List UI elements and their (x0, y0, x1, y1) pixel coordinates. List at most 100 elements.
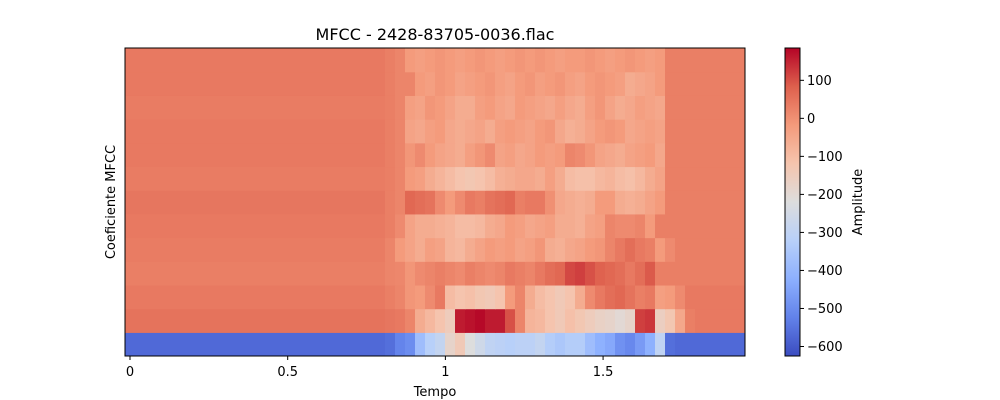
heatmap-cell-c9-f13 (255, 119, 266, 144)
heatmap-cell-c7-f48 (605, 166, 616, 191)
heatmap-cell-c2-f41 (535, 284, 546, 310)
heatmap-cell-c2-f47 (595, 284, 606, 310)
heatmap-cell-c11-f49 (615, 71, 626, 96)
heatmap-cell-c4-f39 (515, 237, 526, 262)
heatmap-cell-c11-f32 (445, 71, 456, 96)
heatmap-cell-c6-f8 (205, 190, 216, 215)
heatmap-cell-c0-f60 (725, 332, 736, 356)
heatmap-cell-c2-f30 (425, 284, 436, 310)
heatmap-cell-c11-f0 (125, 71, 136, 96)
heatmap-cell-c12-f34 (465, 48, 476, 73)
heatmap-cell-c7-f49 (615, 166, 626, 191)
heatmap-cell-c9-f43 (555, 119, 566, 144)
heatmap-cell-c12-f0 (125, 48, 136, 73)
heatmap-cell-c11-f22 (345, 71, 356, 96)
heatmap-cell-c7-f33 (455, 166, 466, 191)
heatmap-cell-c1-f55 (675, 308, 686, 333)
heatmap-cell-c11-f12 (245, 71, 256, 96)
heatmap-cell-c12-f61 (735, 48, 745, 73)
heatmap-cell-c1-f34 (465, 308, 476, 333)
heatmap-cell-c7-f38 (505, 166, 516, 191)
heatmap-cell-c4-f54 (665, 237, 676, 262)
heatmap-cell-c11-f1 (135, 71, 146, 96)
heatmap-cell-c3-f10 (225, 261, 236, 286)
heatmap-cell-c6-f49 (615, 190, 626, 215)
heatmap-cell-c10-f46 (585, 95, 596, 120)
heatmap-cell-c0-f50 (625, 332, 636, 356)
heatmap-cell-c9-f3 (155, 119, 166, 144)
heatmap-cell-c12-f19 (315, 48, 326, 73)
heatmap-cell-c6-f28 (405, 190, 416, 215)
heatmap-cell-c5-f44 (565, 213, 576, 239)
heatmap-cell-c7-f27 (395, 166, 406, 191)
heatmap-cell-c8-f3 (155, 142, 166, 168)
heatmap-cell-c12-f30 (425, 48, 436, 73)
heatmap-cell-c2-f40 (525, 284, 536, 310)
heatmap-cell-c4-f24 (365, 237, 376, 262)
heatmap-cell-c11-f7 (195, 71, 206, 96)
heatmap-cell-c9-f36 (485, 119, 496, 144)
heatmap-cell-c8-f55 (675, 142, 686, 168)
heatmap-cell-c11-f25 (375, 71, 386, 96)
heatmap-cell-c12-f16 (285, 48, 296, 73)
heatmap-cell-c4-f43 (555, 237, 566, 262)
heatmap-cell-c11-f8 (205, 71, 216, 96)
heatmap-cell-c8-f28 (405, 142, 416, 168)
heatmap-cell-c4-f26 (385, 237, 396, 262)
heatmap-cell-c9-f5 (175, 119, 186, 144)
heatmap-cell-c6-f18 (305, 190, 316, 215)
heatmap-cell-c1-f9 (215, 308, 226, 333)
heatmap-cell-c5-f28 (405, 213, 416, 239)
heatmap-cell-c3-f23 (355, 261, 366, 286)
heatmap-cell-c5-f47 (595, 213, 606, 239)
heatmap-cell-c6-f7 (195, 190, 206, 215)
x-tick-label: 0.5 (277, 365, 298, 380)
heatmap-cell-c0-f17 (295, 332, 306, 356)
heatmap-cell-c6-f41 (535, 190, 546, 215)
heatmap-cell-c7-f17 (295, 166, 306, 191)
heatmap-cell-c5-f52 (645, 213, 656, 239)
heatmap-cell-c12-f44 (565, 48, 576, 73)
heatmap-cell-c8-f4 (165, 142, 176, 168)
heatmap-cell-c0-f23 (355, 332, 366, 356)
heatmap-cell-c8-f29 (415, 142, 426, 168)
heatmap-cell-c3-f22 (345, 261, 356, 286)
heatmap-cell-c9-f19 (315, 119, 326, 144)
heatmap-cell-c11-f45 (575, 71, 586, 96)
heatmap-cell-c6-f17 (295, 190, 306, 215)
heatmap-cell-c11-f15 (275, 71, 286, 96)
x-tick-label: 0 (126, 365, 134, 380)
heatmap-cell-c11-f21 (335, 71, 346, 96)
heatmap-cell-c11-f48 (605, 71, 616, 96)
heatmap-cell-c4-f9 (215, 237, 226, 262)
heatmap-cell-c3-f27 (395, 261, 406, 286)
heatmap-cell-c11-f43 (555, 71, 566, 96)
heatmap-cell-c1-f0 (125, 308, 136, 333)
heatmap-cell-c6-f36 (485, 190, 496, 215)
heatmap-cell-c5-f55 (675, 213, 686, 239)
heatmap-cell-c7-f30 (425, 166, 436, 191)
heatmap-cell-c0-f33 (455, 332, 466, 356)
heatmap-cell-c6-f27 (395, 190, 406, 215)
heatmap-cell-c1-f54 (665, 308, 676, 333)
heatmap-cell-c2-f8 (205, 284, 216, 310)
heatmap-cell-c3-f54 (665, 261, 676, 286)
heatmap-cell-c0-f54 (665, 332, 676, 356)
heatmap-cell-c5-f30 (425, 213, 436, 239)
heatmap-cell-c4-f4 (165, 237, 176, 262)
heatmap-cell-c9-f10 (225, 119, 236, 144)
heatmap-cell-c2-f38 (505, 284, 516, 310)
heatmap-cell-c6-f5 (175, 190, 186, 215)
heatmap-cell-c1-f52 (645, 308, 656, 333)
heatmap-cell-c12-f52 (645, 48, 656, 73)
heatmap-cell-c1-f32 (445, 308, 456, 333)
heatmap-cell-c10-f27 (395, 95, 406, 120)
heatmap-cell-c1-f58 (705, 308, 716, 333)
heatmap-cell-c7-f59 (715, 166, 726, 191)
heatmap-cell-c7-f58 (705, 166, 716, 191)
heatmap-cell-c6-f2 (145, 190, 156, 215)
heatmap-cell-c6-f35 (475, 190, 486, 215)
heatmap-cell-c11-f24 (365, 71, 376, 96)
heatmap-cell-c0-f55 (675, 332, 686, 356)
